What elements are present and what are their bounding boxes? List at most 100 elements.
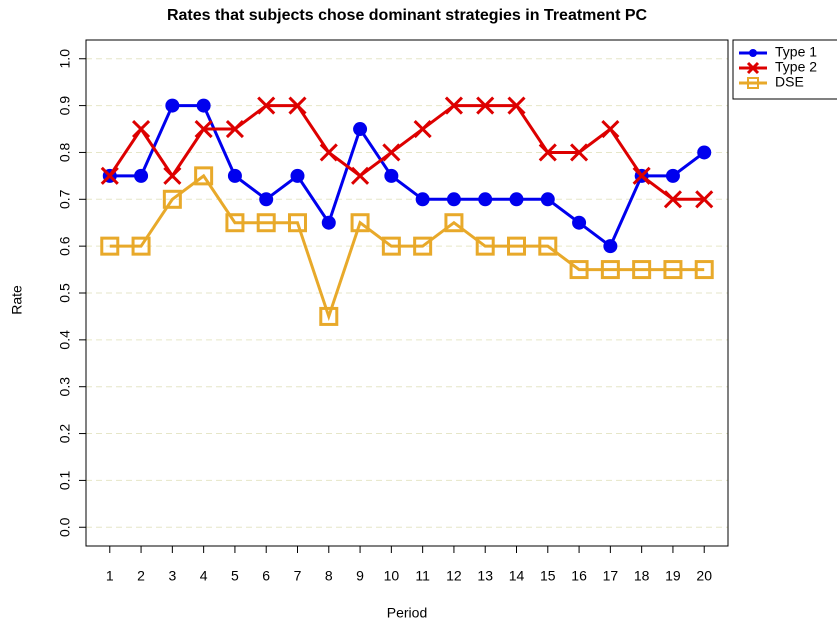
point (415, 192, 430, 207)
y-tick-label: 0.9 (57, 96, 73, 116)
point (381, 236, 401, 256)
point (446, 192, 461, 207)
point (572, 215, 587, 230)
point (287, 213, 307, 233)
point (540, 192, 555, 207)
point (478, 192, 493, 207)
x-tick-label: 8 (325, 568, 333, 584)
x-tick-label: 1 (106, 568, 114, 584)
y-tick-label: 0.2 (57, 424, 73, 444)
point (225, 119, 244, 139)
point (476, 96, 495, 115)
point (162, 189, 182, 209)
point (507, 96, 526, 115)
x-tick-label: 12 (446, 568, 462, 584)
x-tick-label: 14 (509, 568, 525, 584)
x-tick-label: 4 (200, 568, 208, 584)
point (665, 168, 680, 183)
x-tick-label: 3 (168, 568, 176, 584)
point (319, 143, 338, 162)
x-tick-label: 10 (384, 568, 400, 584)
point (413, 236, 433, 256)
y-tick-label: 0.4 (57, 330, 73, 350)
x-tick-label: 2 (137, 568, 145, 584)
point (600, 260, 620, 280)
x-tick-label: 15 (540, 568, 556, 584)
point (194, 166, 214, 186)
legend-marker (747, 77, 759, 89)
legend-marker (749, 49, 757, 57)
point (351, 166, 370, 185)
legend-label: Type 1 (775, 44, 817, 60)
legend-marker (746, 61, 760, 75)
y-tick-label: 0.6 (57, 236, 73, 256)
point (382, 143, 401, 162)
point (196, 98, 211, 113)
plot-frame (85, 39, 729, 547)
point (288, 96, 307, 115)
point (290, 168, 305, 183)
point (100, 166, 119, 185)
point (507, 236, 527, 256)
y-tick-label: 1.0 (57, 49, 73, 69)
point (632, 166, 651, 185)
point (350, 213, 370, 233)
point (163, 166, 182, 185)
x-tick-label: 6 (262, 568, 270, 584)
point (257, 96, 276, 115)
x-tick-label: 16 (571, 568, 587, 584)
point (697, 145, 712, 160)
point (134, 168, 149, 183)
y-tick-label: 0.7 (57, 189, 73, 209)
point (319, 306, 339, 326)
x-tick-label: 13 (477, 568, 493, 584)
x-tick-label: 17 (603, 568, 619, 584)
point (603, 239, 618, 254)
point (100, 236, 120, 256)
point (694, 260, 714, 280)
point (569, 260, 589, 280)
x-tick-label: 20 (696, 568, 712, 584)
point (663, 260, 683, 280)
x-tick-label: 9 (356, 568, 364, 584)
point (663, 190, 682, 209)
point (194, 119, 213, 139)
point (321, 215, 336, 230)
y-axis-label: Rate (9, 285, 25, 315)
y-tick-label: 0.8 (57, 143, 73, 163)
point (413, 119, 432, 139)
point (509, 192, 524, 207)
point (225, 213, 245, 233)
point (384, 168, 399, 183)
point (259, 192, 274, 207)
y-tick-label: 0.3 (57, 377, 73, 397)
point (256, 213, 276, 233)
point (538, 143, 557, 162)
x-tick-label: 7 (294, 568, 302, 584)
y-tick-label: 0.1 (57, 470, 73, 490)
y-tick-label: 0.5 (57, 283, 73, 303)
chart-title: Rates that subjects chose dominant strat… (167, 7, 648, 24)
x-tick-label: 5 (231, 568, 239, 584)
point (165, 98, 180, 113)
point (132, 119, 151, 139)
point (538, 236, 558, 256)
point (632, 260, 652, 280)
x-axis-label: Period (387, 605, 427, 621)
point (353, 122, 368, 137)
point (227, 168, 242, 183)
x-tick-label: 19 (665, 568, 681, 584)
x-tick-label: 11 (415, 568, 430, 584)
y-tick-label: 0.0 (57, 517, 73, 537)
x-tick-label: 18 (634, 568, 650, 584)
legend-label: Type 2 (775, 59, 817, 75)
point (444, 213, 464, 233)
point (570, 143, 589, 162)
point (131, 236, 151, 256)
point (444, 96, 463, 115)
point (695, 190, 714, 209)
legend-label: DSE (775, 74, 804, 90)
point (475, 236, 495, 256)
